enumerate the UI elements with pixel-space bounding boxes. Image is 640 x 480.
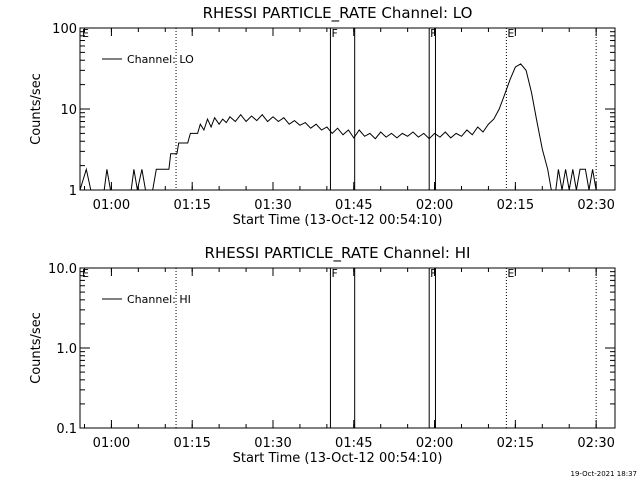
event-marker-label: F [430, 27, 436, 40]
x-tick-label: 02:15 [497, 436, 534, 451]
chart-title: RHESSI PARTICLE_RATE Channel: LO [203, 4, 473, 23]
y-tick-label: 10 [60, 103, 77, 118]
x-tick-label: 01:15 [173, 436, 210, 451]
panel-2: RHESSI PARTICLE_RATE Channel: HI 01:00 01:… [29, 244, 616, 466]
event-marker-label: F [331, 267, 337, 280]
x-tick-label: 01:15 [173, 198, 210, 213]
y-tick-label: 1.0 [56, 342, 77, 357]
legend-label: Channel: LO [127, 53, 194, 66]
x-tick-label: 01:00 [93, 198, 130, 213]
series-line [79, 63, 597, 191]
event-marker-label: E [82, 267, 89, 280]
x-tick-label: 01:45 [335, 198, 372, 213]
x-tick-label: 02:30 [577, 198, 614, 213]
y-tick-label: 10.0 [48, 262, 77, 277]
panel-1: RHESSI PARTICLE_RATE Channel: LO 01:00 01:… [29, 4, 616, 228]
plot-frame [79, 267, 616, 429]
x-tick-label: 02:30 [577, 436, 614, 451]
x-tick-label: 01:00 [93, 436, 130, 451]
legend-label: Channel: HI [127, 293, 191, 306]
chart-title: RHESSI PARTICLE_RATE Channel: HI [205, 244, 471, 263]
y-tick-label: 1 [69, 184, 77, 199]
x-axis-label: Start Time (13-Oct-12 00:54:10) [233, 213, 443, 228]
event-marker-label: E [507, 267, 514, 280]
x-tick-label: 01:45 [335, 436, 372, 451]
event-marker-label: F [430, 267, 436, 280]
x-tick-label: 02:00 [416, 198, 453, 213]
x-tick-label: 02:00 [416, 436, 453, 451]
y-axis-label: Counts/sec [29, 312, 44, 384]
event-marker-label: E [507, 27, 514, 40]
y-tick-label: 100 [52, 22, 77, 37]
y-tick-label: 0.1 [56, 422, 77, 437]
event-marker-label: F [331, 27, 337, 40]
x-tick-label: 01:30 [254, 198, 291, 213]
x-tick-label: 02:15 [497, 198, 534, 213]
timestamp-label: 19-Oct-2021 18:37 [571, 470, 637, 478]
y-axis-label: Counts/sec [29, 73, 44, 145]
x-tick-label: 01:30 [254, 436, 291, 451]
event-marker-label: E [82, 27, 89, 40]
x-axis-label: Start Time (13-Oct-12 00:54:10) [233, 451, 443, 466]
